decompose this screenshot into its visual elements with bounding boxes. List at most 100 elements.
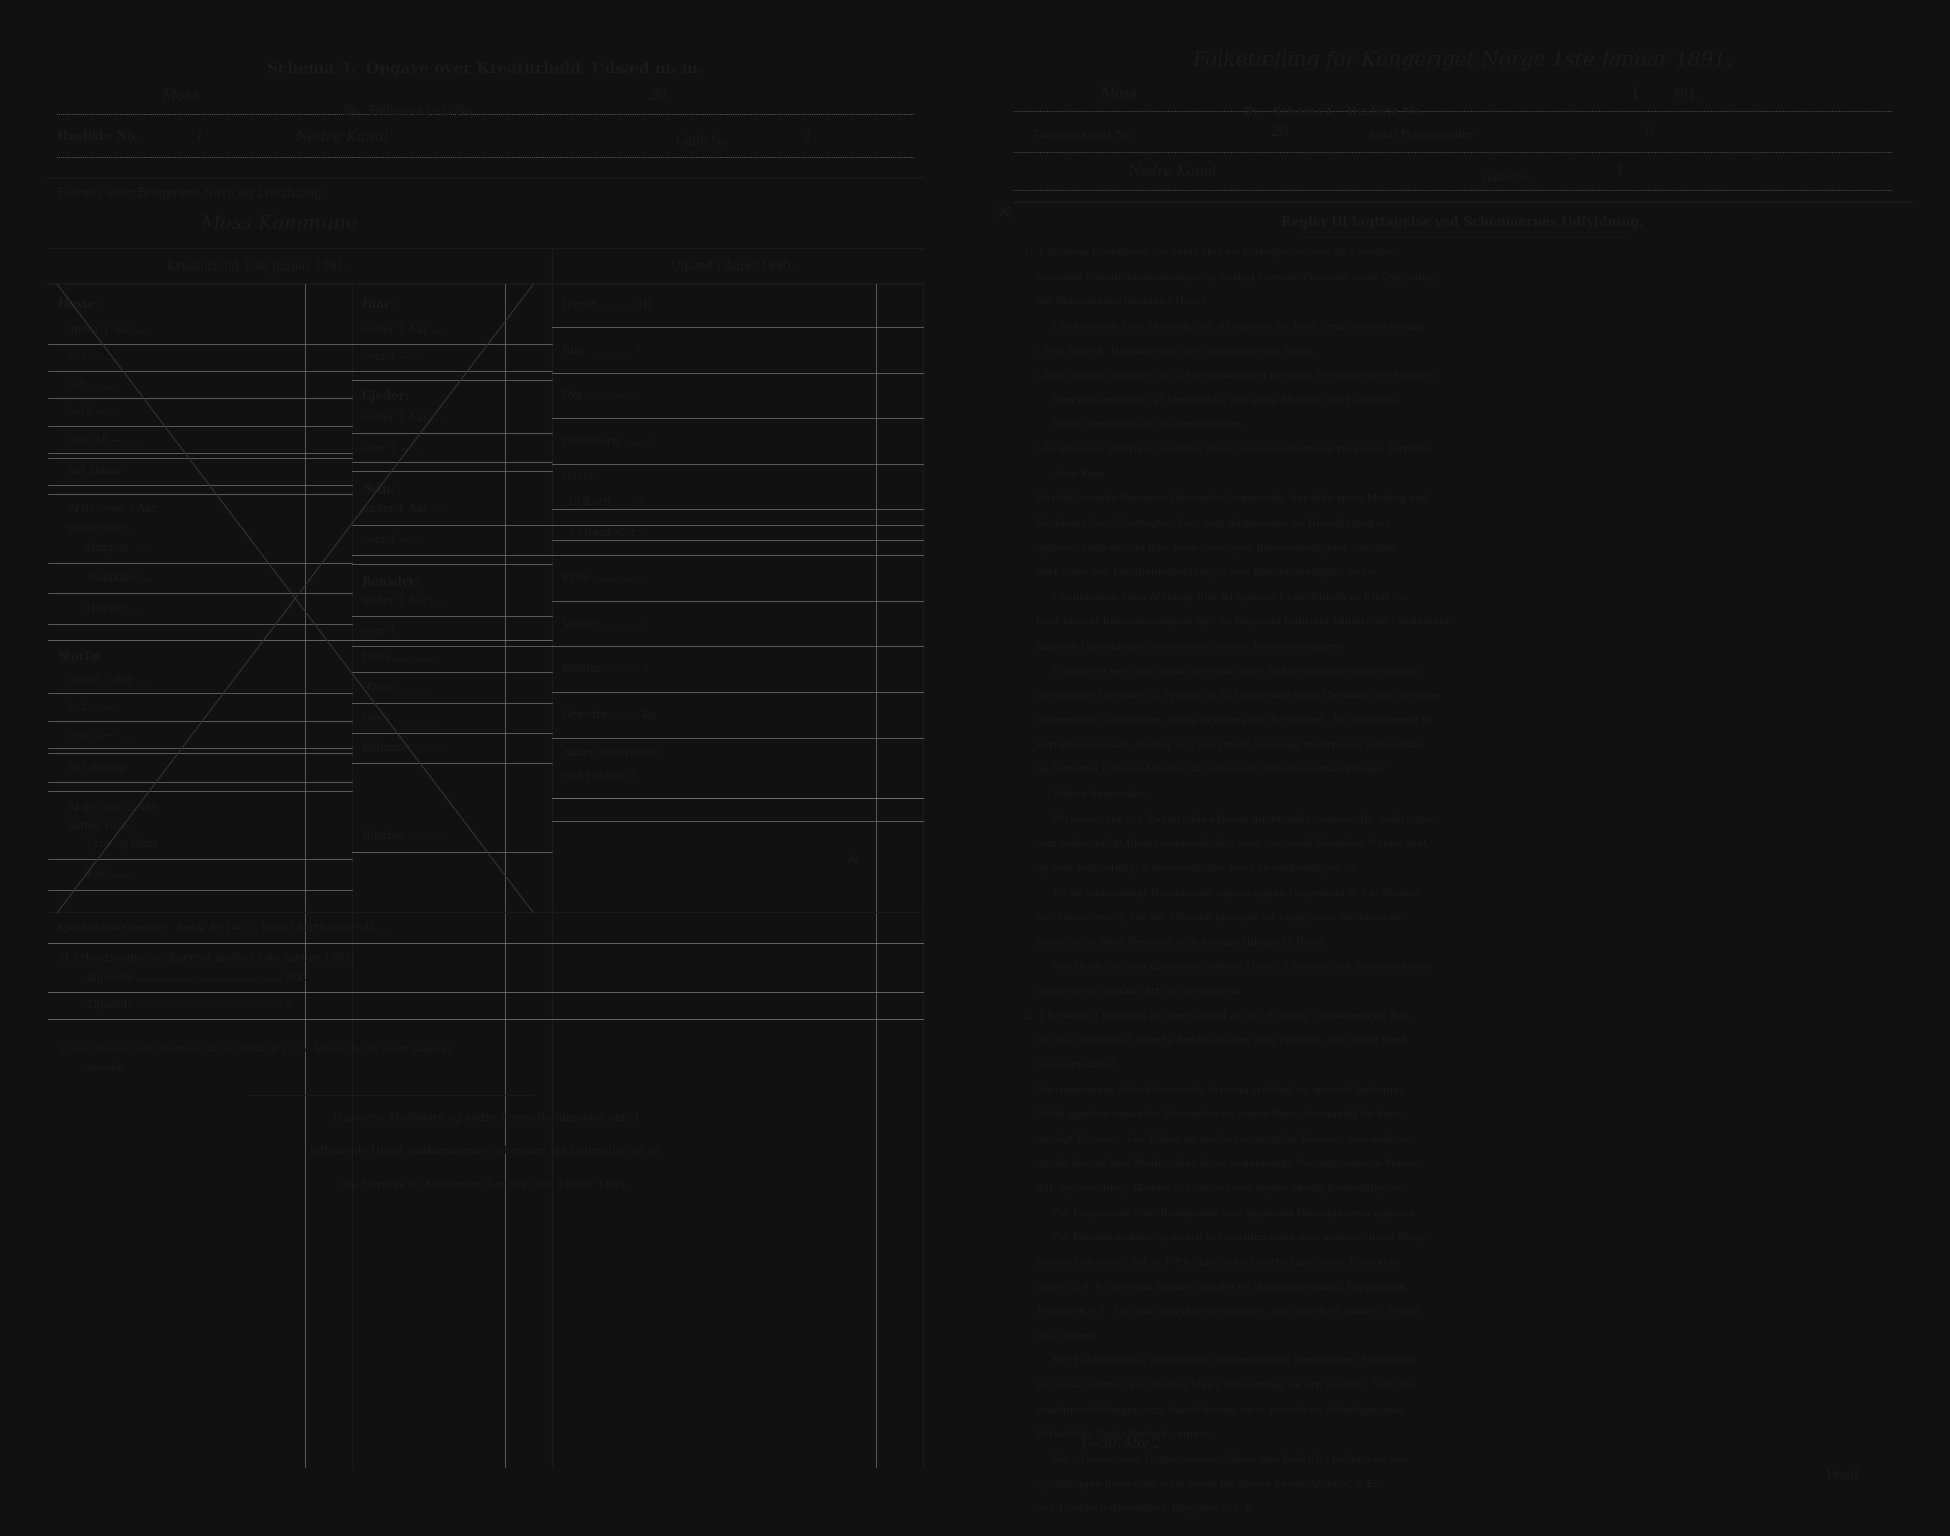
Text: Forholdets Beskaffenhed angives.: Forholdets Beskaffenhed angives.: [1024, 1430, 1213, 1439]
Text: bart efter den Familiehusholdning, i hvis Bekvemmelighed de bo.: bart efter den Familiehusholdning, i hvi…: [1024, 568, 1379, 578]
Text: over 1 — ....: over 1 — ....: [363, 352, 427, 362]
Text: ner de i Schemaet opførte Rubriker efter den Tilstand, som fandt Sted: ner de i Schemaet opførte Rubriker efter…: [1024, 1037, 1406, 1044]
Text: styrer o. s. v.; der maa tilføies, om det er Maskinværksted, Papirfabrik,: styrer o. s. v.; der maa tilføies, om de…: [1024, 1283, 1408, 1292]
Text: I Opgaven over det Antal Værelser, hver Bekvemmelighed indeholder,: I Opgaven over det Antal Værelser, hver …: [1024, 667, 1420, 676]
Text: Tyre og Oxer: Tyre og Oxer: [86, 839, 158, 849]
Text: Ænder ..........: Ænder ..........: [363, 682, 435, 693]
Text: Til de midlertidigt fraværende regnes ogsaa Logerende (f. Ex. Studen-: Til de midlertidigt fraværende regnes og…: [1024, 888, 1424, 897]
Text: Udsæd i Aaret 1890.: Udsæd i Aaret 1890.: [671, 260, 794, 273]
Text: over 2 — ....: over 2 — ....: [66, 730, 133, 739]
Text: eller Dreng.: eller Dreng.: [1024, 1332, 1100, 1341]
Text: Storfæ: Storfæ: [57, 650, 101, 664]
Text: ved Trælastrvirksomhed, Bryggeri o. s. v.: ved Trælastrvirksomhed, Bryggeri o. s. v…: [1024, 1504, 1254, 1513]
Text: Blandkorn ...... «: Blandkorn ...... «: [562, 436, 653, 445]
Text: Bord, medregnes til Husholdningen;: Bord, medregnes til Husholdningen;: [1024, 421, 1244, 430]
Text: 1: 1: [1615, 164, 1624, 178]
Text: Ialt Heste: Ialt Heste: [66, 467, 121, 476]
Text: Vendl: Vendl: [1825, 1468, 1858, 1482]
Text: Af de over 2 Aar: Af de over 2 Aar: [66, 802, 156, 813]
Text: Hvede .......... Hl.: Hvede .......... Hl.: [562, 300, 653, 309]
Text: ere færdige til Afhentning Lørdag 3die Januar 1891.: ere færdige til Afhentning Lørdag 3die J…: [341, 1180, 630, 1190]
Text: særligt Erhverv.  For Enker og andre voxne ugifte Kvinder maa anføres,: særligt Erhverv. For Enker og andre voxn…: [1024, 1135, 1414, 1144]
Text: 1–3 — ....: 1–3 — ....: [66, 352, 117, 362]
Text: Af Arbeidsvogne og Kjærrer havdes 1ste Januar 1891:: Af Arbeidsvogne og Kjærrer havdes 1ste J…: [57, 952, 355, 963]
Text: ter, Skoleelever), der før Afreisen opsagde sit Logis, men om hvem det: ter, Skoleelever), der før Afreisen opsa…: [1024, 912, 1408, 922]
Text: Nedre Kanal: Nedre Kanal: [1127, 164, 1217, 178]
Text: Familiens Bord) betragtes hver som udgjørende en Husholdning og: Familiens Bord) betragtes hver som udgjø…: [1024, 519, 1390, 528]
Text: hvorved iagttages, at Logerende, der spise Middag ved Familiens: hvorved iagttages, at Logerende, der spi…: [1024, 396, 1396, 406]
Text: For Fuldmægtige, Kontorister, Opsynsmænd, Maskinister, Fyrbødere: For Fuldmægtige, Kontorister, Opsynsmænd…: [1024, 1356, 1416, 1366]
Text: Ar: Ar: [846, 854, 860, 865]
Text: i de følgende Rubriker: Antallet af de til samme hørende Personer, fordelte: i de følgende Rubriker: Antallet af de t…: [1024, 445, 1429, 455]
Text: Havre: Havre: [562, 472, 595, 481]
Text: Kjøkkenhavevæxter:  Antal Ar (= ¹⁄₁₀ Maal) dertil anvendt......: Kjøkkenhavevæxter: Antal Ar (= ¹⁄₁₀ Maal…: [57, 923, 394, 932]
Text: 20: 20: [647, 89, 667, 103]
Text: 0: 0: [1644, 126, 1654, 140]
Text: Hens ............: Hens ............: [363, 651, 435, 662]
Text: ×: ×: [994, 203, 1014, 223]
Text: Gade No.: Gade No.: [1482, 174, 1535, 183]
Text: Rug ............. «: Rug ............. «: [562, 344, 642, 355]
Text: Angivelse af Husets Art og Anvendelse.: Angivelse af Husets Art og Anvendelse.: [1024, 988, 1244, 995]
Text: Heste:: Heste:: [57, 298, 99, 310]
Text: 1.  I Schema I meddeles for hvert Hus en Fortegnelse over de i samme: 1. I Schema I meddeles for hvert Hus en …: [1024, 247, 1394, 257]
Text: 1: 1: [1630, 88, 1638, 101]
Text: Folketælling for Kongeriget Norge 1ste Januar 1891.: Folketælling for Kongeriget Norge 1ste J…: [1191, 51, 1734, 71]
Text: 2.  I Schema 2 udfyldes for hver enkelt af de i Schéma 1 medregnede Per-: 2. I Schema 2 udfyldes for hver enkelt a…: [1024, 1012, 1412, 1021]
Text: Personer, der ere fraværende i Besøg andetsteds i samme By, medregnes: Personer, der ere fraværende i Besøg and…: [1024, 814, 1437, 823]
Text: 2hjulede ........................................... «: 2hjulede ...............................…: [86, 1000, 292, 1011]
Text: Kalkuner .........: Kalkuner .........: [363, 743, 447, 753]
Text: Se forøvrigt i denne Afdeling af Schemaet tilføiede Anmærkninger.: Se forøvrigt i denne Afdeling af Schemae…: [1024, 765, 1388, 774]
Text: ¹) Specificeres med Angivelse af det Antal Ar (= ¹⁄₁₀ Maal), der til hvert Slags: ¹) Specificeres med Angivelse af det Ant…: [57, 1044, 452, 1054]
Text: Moss: Moss: [1100, 88, 1137, 101]
Text: Gade No.: Gade No.: [677, 135, 731, 147]
Text: 1: 1: [195, 131, 205, 144]
Text: Ensligt levende Personer (derunder Logerende, der ikke spise Middag ved: Ensligt levende Personer (derunder Loger…: [1024, 495, 1427, 504]
Text: udfylde de Huset vedkommende Schemaer saa betimeligt, at de: udfylde de Huset vedkommende Schemaer sa…: [310, 1146, 661, 1157]
Text: Videre bemærkes:: Videre bemærkes:: [1024, 790, 1149, 799]
Text: Ved Huse, der ere ubeboede, tilføies Ordet: Ubeboet paa Schemaet med: Ved Huse, der ere ubeboede, tilføies Ord…: [1024, 963, 1431, 971]
Text: under 1 Aar ....: under 1 Aar ....: [363, 504, 445, 515]
Text: 1—30. Mo/ 2: 1—30. Mo/ 2: [1080, 1438, 1162, 1452]
Text: Teglværk o. l.  Det bør udtrykkeligt angives, om Nogen er Mester, Svend: Teglværk o. l. Det bør udtrykkeligt angi…: [1024, 1307, 1420, 1316]
Text: By.   Schema I.   Husliste No.: By. Schema I. Husliste No.: [1242, 106, 1424, 117]
Text: værende Familiehusholdninger og ensligt levende Personer samt Oplysning: værende Familiehusholdninger og ensligt …: [1024, 272, 1435, 281]
Text: Dette gjælder ogsaa for Husmødre og voxne Børn, forsaavidt de have: Dette gjælder ogsaa for Husmødre og voxn…: [1024, 1111, 1402, 1120]
Text: under 1 Aar ....: under 1 Aar ....: [66, 326, 150, 335]
Text: Vikker .......... «: Vikker .......... «: [562, 619, 645, 628]
Text: under 1 Aar ....: under 1 Aar ....: [363, 326, 445, 335]
Text: Græsfrø ........ Kg.: Græsfrø ........ Kg.: [562, 710, 659, 720]
Text: 1: 1: [805, 131, 813, 144]
Text: opføres, saafremt de ikke have leiet egen Bekvemmelighed, umiddel-: opføres, saafremt de ikke have leiet ege…: [1024, 544, 1398, 553]
Text: Moss: Moss: [162, 89, 201, 103]
Text: anvendt.: anvendt.: [86, 1063, 129, 1072]
Text: at benyttes til Beboelse, tillige benyttes ved Erhvervet.  De udelukkende til: at benyttes til Beboelse, tillige benytt…: [1024, 716, 1433, 725]
Text: og som midlertidigt fraværende der, hvor de sædvanligvis bo.: og som midlertidigt fraværende der, hvor…: [1024, 863, 1361, 872]
Text: Bikuber ............: Bikuber ............: [363, 831, 448, 842]
Text: 1–2 — ....: 1–2 — ....: [66, 702, 117, 713]
Text: vides, at de efter Ferierne ville komme tilbage til Byen.: vides, at de efter Ferierne ville komme …: [1024, 937, 1326, 946]
Text: over 1 — ....: over 1 — ....: [363, 444, 427, 453]
Text: saadanne Stillinger, som baade kunne være private og offentlige, maa: saadanne Stillinger, som baade kunne vær…: [1024, 1405, 1404, 1415]
Text: 491.: 491.: [1673, 88, 1700, 101]
Text: angivne Oplysninger vedrørende samme Bekvemmelighed.: angivne Oplysninger vedrørende samme Bek…: [1024, 642, 1345, 651]
Text: Svin:: Svin:: [363, 484, 394, 496]
Text: Huseiere, Husfædre og andre Foresatte anmodes om at: Huseiere, Husfædre og andre Foresatte an…: [333, 1112, 638, 1123]
Text: Af de over 3 Aar: Af de over 3 Aar: [66, 504, 156, 515]
Text: i 2den Rubrik tilhøire: de til Husholdningen hørende Personsedlers Numere,: i 2den Rubrik tilhøire: de til Husholdni…: [1024, 372, 1439, 379]
Text: Byg ............. «: Byg ............. «: [562, 390, 640, 401]
Text: etc. maa anføres, ved hvilket Slags Virksomhed de ere ansatte.  Ved alle: etc. maa anføres, ved hvilket Slags Virk…: [1024, 1381, 1416, 1390]
Text: Hopper ....: Hopper ....: [86, 604, 144, 613]
Text: til Korn ...... «: til Korn ...... «: [562, 496, 644, 507]
Text: « Grønfoder. «: « Grønfoder. «: [562, 527, 647, 538]
Text: I Schemaets 2den Afdeling (litr. b) opføres i 1ste Rubrik et Ettal for: I Schemaets 2den Afdeling (litr. b) opfø…: [1024, 593, 1408, 602]
Text: Rensdyr:: Rensdyr:: [363, 576, 419, 588]
Text: 5–16 — ....: 5–16 — ....: [66, 407, 125, 418]
Text: —: —: [1024, 104, 1035, 118]
Text: Andre Rodfrugter: Andre Rodfrugter: [562, 748, 659, 757]
Text: efter Kjøn.: efter Kjøn.: [1024, 470, 1108, 479]
Text: gamle vare:: gamle vare:: [66, 820, 131, 831]
Text: Poteter .......... «: Poteter .......... «: [562, 664, 649, 674]
Text: Faar:: Faar:: [363, 298, 396, 310]
Text: gamle vare:: gamle vare:: [66, 522, 131, 533]
